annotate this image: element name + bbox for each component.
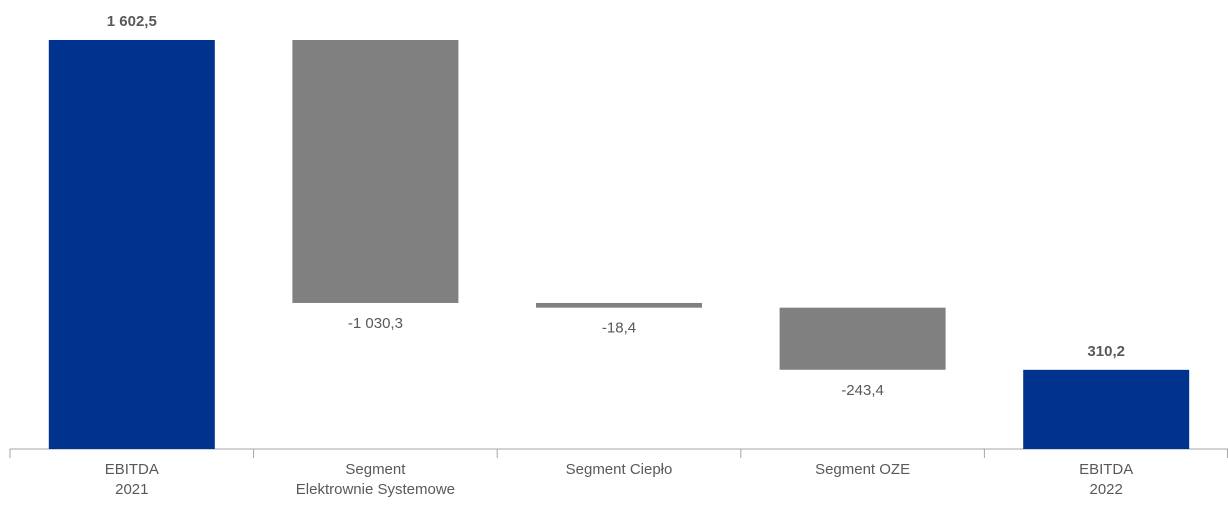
category-label: Elektrownie Systemowe xyxy=(296,481,455,498)
total-bar xyxy=(1023,369,1190,449)
category-label: 2022 xyxy=(1090,481,1123,498)
data-label: 1 602,5 xyxy=(107,13,157,30)
data-label: -243,4 xyxy=(841,382,884,399)
delta-bar xyxy=(292,40,459,303)
category-label: EBITDA xyxy=(1079,461,1133,478)
delta-bar xyxy=(536,302,702,308)
total-bar xyxy=(48,40,215,449)
data-label: 310,2 xyxy=(1087,343,1125,360)
category-label: EBITDA xyxy=(105,461,159,478)
category-label: 2021 xyxy=(115,481,148,498)
data-label: -1 030,3 xyxy=(348,315,403,332)
data-label: -18,4 xyxy=(602,320,636,337)
category-label: Segment xyxy=(345,461,406,478)
category-label: Segment OZE xyxy=(815,461,910,478)
category-label: Segment Ciepło xyxy=(566,461,673,478)
delta-bar xyxy=(779,307,946,370)
